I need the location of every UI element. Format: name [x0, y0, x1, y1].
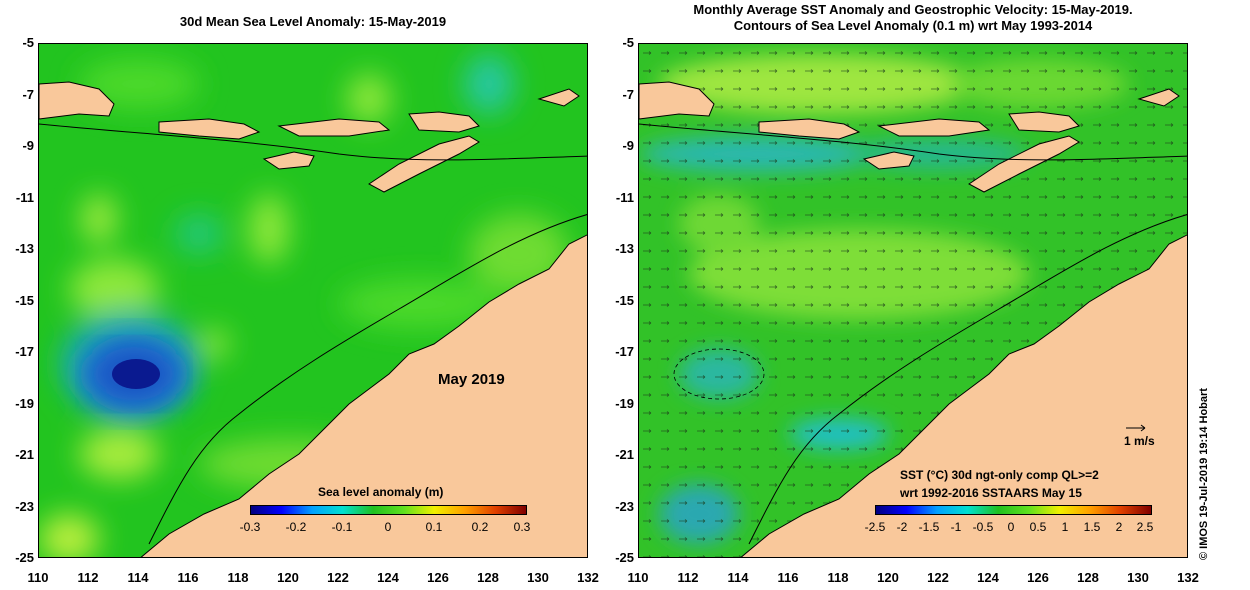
- lon-tick: 132: [1177, 570, 1199, 585]
- lat-tick: -23: [15, 499, 34, 514]
- month-label: May 2019: [438, 371, 505, 388]
- lon-tick: 114: [127, 570, 149, 585]
- lat-tick: -7: [22, 87, 34, 102]
- left-cbar-tick: 0.1: [425, 520, 443, 534]
- right-panel-title-line1: Monthly Average SST Anomaly and Geostrop…: [693, 2, 1133, 17]
- lon-tick: 118: [227, 570, 249, 585]
- sst-anomaly-map: [638, 43, 1188, 558]
- lat-tick: -17: [615, 344, 634, 359]
- lon-tick: 128: [477, 570, 499, 585]
- lon-tick: 112: [77, 570, 99, 585]
- lat-tick: -11: [615, 190, 634, 205]
- lat-tick: -9: [622, 138, 634, 153]
- lon-tick: 120: [877, 570, 899, 585]
- lat-tick: -21: [615, 447, 634, 462]
- right-cbar-tick: 1.5: [1083, 520, 1101, 534]
- lon-tick: 126: [427, 570, 449, 585]
- lon-tick: 124: [977, 570, 999, 585]
- lon-tick: 116: [777, 570, 799, 585]
- lon-tick: 128: [1077, 570, 1099, 585]
- right-cbar-tick: 0.5: [1029, 520, 1047, 534]
- sea-level-anomaly-map: [38, 43, 588, 558]
- right-panel-title-line2: Contours of Sea Level Anomaly (0.1 m) wr…: [733, 18, 1093, 33]
- lon-tick: 126: [1027, 570, 1049, 585]
- lat-tick: -25: [615, 550, 634, 565]
- right-cbar-tick: -2: [896, 520, 908, 534]
- lat-tick: -5: [22, 35, 34, 50]
- lat-tick: -25: [15, 550, 34, 565]
- right-cbar-tick: -1: [950, 520, 962, 534]
- lat-tick: -13: [15, 241, 34, 256]
- lon-tick: 114: [727, 570, 749, 585]
- lat-tick: -23: [615, 499, 634, 514]
- right-cbar-tick: -1.5: [918, 520, 940, 534]
- left-colorbar: [250, 505, 527, 515]
- left-cbar-tick: 0: [384, 520, 392, 534]
- right-colorbar: [875, 505, 1152, 515]
- lat-tick: -11: [15, 190, 34, 205]
- lat-tick: -5: [622, 35, 634, 50]
- velocity-scale-label: 1 m/s: [1124, 434, 1155, 448]
- lon-tick: 120: [277, 570, 299, 585]
- right-cbar-tick: -0.5: [972, 520, 994, 534]
- lat-tick: -21: [15, 447, 34, 462]
- lat-tick: -7: [622, 87, 634, 102]
- right-cbar-tick: -2.5: [864, 520, 886, 534]
- left-cbar-tick: -0.2: [285, 520, 307, 534]
- left-panel-title: 30d Mean Sea Level Anomaly: 15-May-2019: [179, 14, 447, 29]
- left-cbar-tick: 0.3: [513, 520, 531, 534]
- right-cbar-tick: 2: [1115, 520, 1123, 534]
- lon-tick: 110: [627, 570, 649, 585]
- lat-tick: -15: [15, 293, 34, 308]
- lon-tick: 112: [677, 570, 699, 585]
- lon-tick: 132: [577, 570, 599, 585]
- right-colorbar-title-line1: SST (°C) 30d ngt-only comp QL>=2: [900, 468, 1099, 482]
- lon-tick: 130: [527, 570, 549, 585]
- left-colorbar-title: Sea level anomaly (m): [318, 485, 444, 499]
- left-cbar-tick: 0.2: [471, 520, 489, 534]
- lon-tick: 118: [827, 570, 849, 585]
- lat-tick: -19: [15, 396, 34, 411]
- left-cbar-tick: -0.1: [331, 520, 353, 534]
- lat-tick: -13: [615, 241, 634, 256]
- lat-tick: -15: [615, 293, 634, 308]
- lon-tick: 130: [1127, 570, 1149, 585]
- right-cbar-tick: 1: [1061, 520, 1069, 534]
- lon-tick: 124: [377, 570, 399, 585]
- lon-tick: 122: [927, 570, 949, 585]
- credit-text: © IMOS 19-Jul-2019 19:14 Hobart: [1198, 388, 1210, 560]
- lon-tick: 116: [177, 570, 199, 585]
- lat-tick: -17: [15, 344, 34, 359]
- lon-tick: 122: [327, 570, 349, 585]
- right-colorbar-title-line2: wrt 1992-2016 SSTAARS May 15: [900, 486, 1082, 500]
- velocity-scale-arrow-icon: [1125, 424, 1147, 432]
- right-cbar-tick: 2.5: [1136, 520, 1154, 534]
- left-cbar-tick: -0.3: [239, 520, 261, 534]
- lat-tick: -19: [615, 396, 634, 411]
- lat-tick: -9: [22, 138, 34, 153]
- right-cbar-tick: 0: [1007, 520, 1015, 534]
- lon-tick: 110: [27, 570, 49, 585]
